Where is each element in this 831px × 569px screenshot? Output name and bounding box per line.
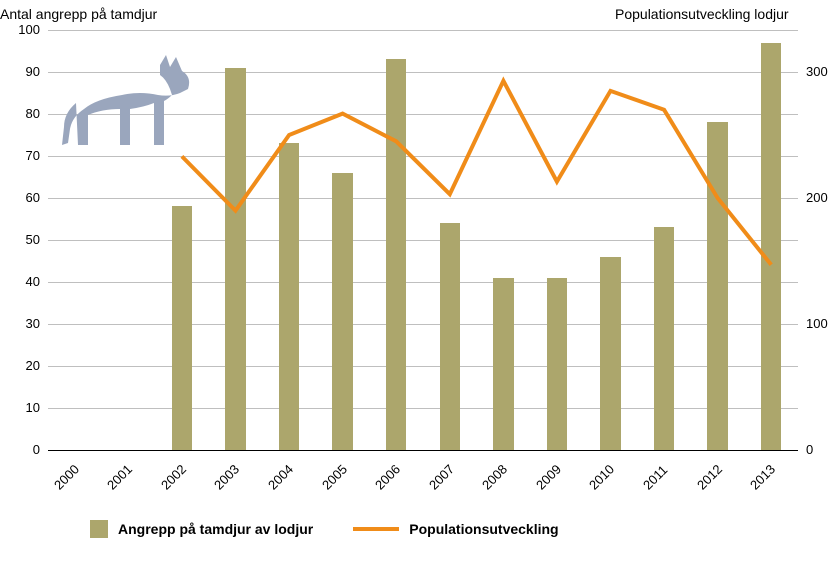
ytick-left: 30: [8, 316, 40, 331]
bar: [600, 257, 620, 450]
xtick: 2007: [426, 462, 457, 493]
legend: Angrepp på tamdjur av lodjur Populations…: [90, 520, 559, 538]
left-axis-title: Antal angrepp på tamdjur: [0, 6, 157, 22]
xtick: 2012: [694, 462, 725, 493]
gridline: [48, 324, 798, 325]
ytick-right: 300: [806, 64, 828, 79]
gridline: [48, 366, 798, 367]
bar: [332, 173, 352, 450]
ytick-left: 100: [8, 22, 40, 37]
legend-item-line: Populationsutveckling: [353, 521, 558, 537]
ytick-left: 90: [8, 64, 40, 79]
xtick: 2006: [372, 462, 403, 493]
bar: [225, 68, 245, 450]
ytick-right: 100: [806, 316, 828, 331]
ytick-left: 40: [8, 274, 40, 289]
legend-label-line: Populationsutveckling: [409, 521, 558, 537]
legend-item-bars: Angrepp på tamdjur av lodjur: [90, 520, 313, 538]
xtick: 2011: [640, 462, 670, 492]
ytick-right: 0: [806, 442, 813, 457]
xtick: 2001: [104, 462, 135, 493]
gridline: [48, 282, 798, 283]
xtick: 2010: [586, 462, 617, 493]
ytick-right: 200: [806, 190, 828, 205]
bar: [440, 223, 460, 450]
xtick: 2013: [747, 462, 778, 493]
bar: [279, 143, 299, 450]
ytick-left: 0: [8, 442, 40, 457]
lynx-icon: [62, 55, 192, 150]
legend-swatch-line: [353, 527, 399, 531]
ytick-left: 70: [8, 148, 40, 163]
xtick: 2004: [265, 462, 296, 493]
ytick-left: 60: [8, 190, 40, 205]
bar: [654, 227, 674, 450]
xtick: 2002: [158, 462, 189, 493]
gridline: [48, 30, 798, 31]
bar: [707, 122, 727, 450]
ytick-left: 20: [8, 358, 40, 373]
right-axis-title: Populationsutveckling lodjur: [615, 6, 789, 22]
legend-swatch-bar: [90, 520, 108, 538]
gridline: [48, 408, 798, 409]
xtick: 2009: [533, 462, 564, 493]
bar: [386, 59, 406, 450]
gridline: [48, 156, 798, 157]
bar: [547, 278, 567, 450]
ytick-left: 50: [8, 232, 40, 247]
legend-label-bars: Angrepp på tamdjur av lodjur: [118, 521, 313, 537]
xtick: 2008: [479, 462, 510, 493]
xtick: 2003: [211, 462, 242, 493]
bar: [493, 278, 513, 450]
ytick-left: 10: [8, 400, 40, 415]
ytick-left: 80: [8, 106, 40, 121]
bar: [761, 43, 781, 450]
xtick: 2000: [51, 462, 82, 493]
bar: [172, 206, 192, 450]
xtick: 2005: [319, 462, 350, 493]
gridline: [48, 240, 798, 241]
gridline: [48, 198, 798, 199]
